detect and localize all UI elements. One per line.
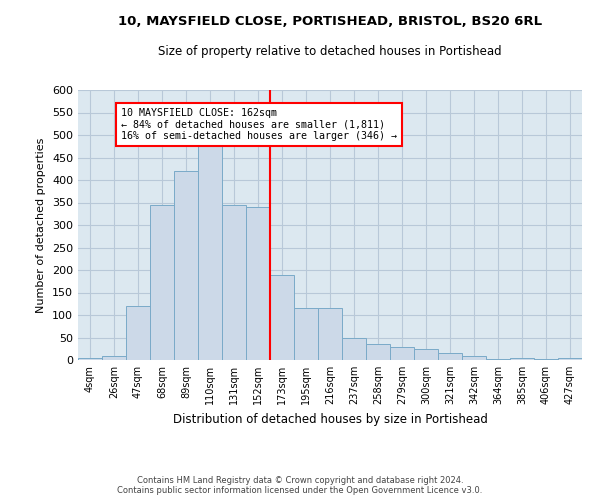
Bar (486, 358, 510, 360)
Bar (462, 356, 486, 360)
X-axis label: Distribution of detached houses by size in Portishead: Distribution of detached houses by size … (173, 412, 487, 426)
Bar (222, 205, 246, 360)
Y-axis label: Number of detached properties: Number of detached properties (37, 138, 46, 312)
Bar (198, 130, 222, 360)
Bar (342, 338, 366, 360)
Text: Contains HM Land Registry data © Crown copyright and database right 2024.
Contai: Contains HM Land Registry data © Crown c… (118, 476, 482, 495)
Bar (174, 171, 198, 360)
Bar (510, 358, 534, 360)
Bar (366, 344, 390, 360)
Bar (150, 205, 174, 360)
Text: Size of property relative to detached houses in Portishead: Size of property relative to detached ho… (158, 45, 502, 58)
Bar (246, 207, 270, 360)
Bar (270, 274, 294, 360)
Text: 10 MAYSFIELD CLOSE: 162sqm
← 84% of detached houses are smaller (1,811)
16% of s: 10 MAYSFIELD CLOSE: 162sqm ← 84% of deta… (121, 108, 397, 141)
Text: 10, MAYSFIELD CLOSE, PORTISHEAD, BRISTOL, BS20 6RL: 10, MAYSFIELD CLOSE, PORTISHEAD, BRISTOL… (118, 15, 542, 28)
Bar (558, 358, 582, 360)
Bar (438, 353, 462, 360)
Bar (78, 358, 102, 360)
Bar (294, 308, 318, 360)
Bar (318, 308, 342, 360)
Bar (534, 358, 558, 360)
Bar (414, 349, 438, 360)
Bar (390, 346, 414, 360)
Bar (102, 356, 126, 360)
Bar (126, 306, 150, 360)
